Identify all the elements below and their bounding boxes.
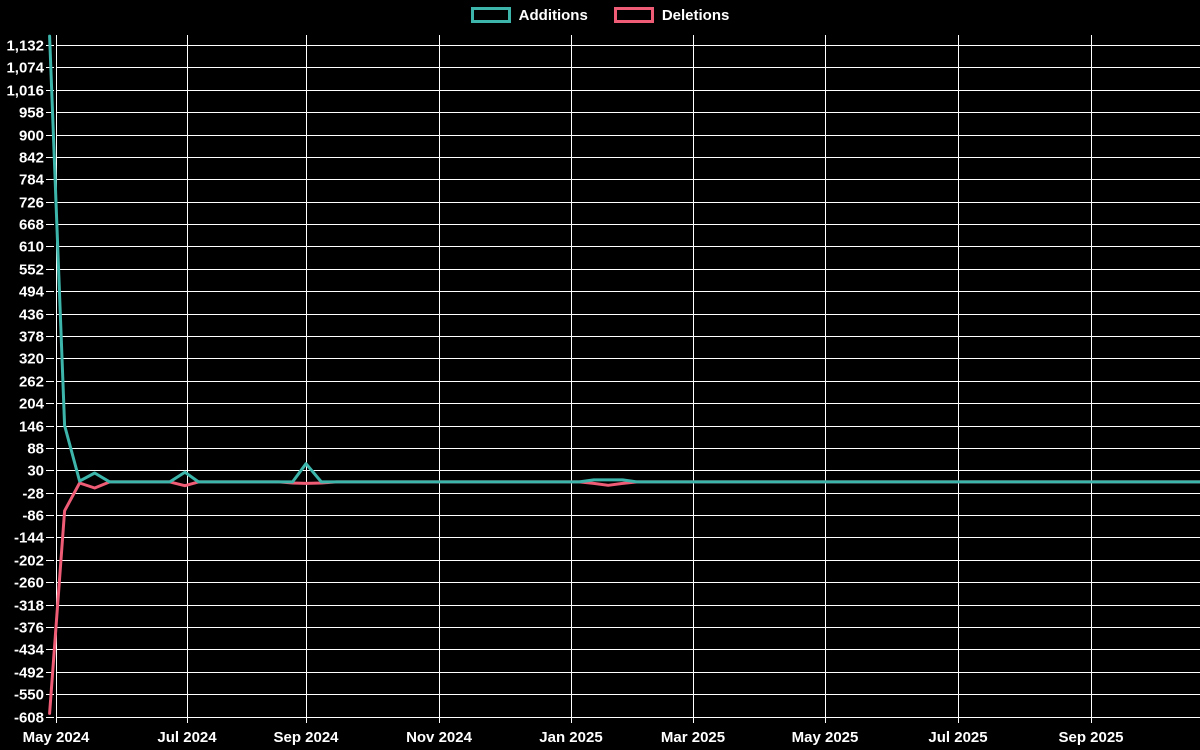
y-tick-label: 668	[19, 217, 44, 234]
y-tick-label: 784	[19, 172, 45, 189]
y-tick-label: 320	[19, 351, 44, 368]
deletions-legend-label: Deletions	[661, 6, 730, 24]
x-tick-labels: May 2024 Jul 2024 Sep 2024 Nov 2024 Jan 2025…	[23, 729, 1124, 746]
y-tick-label: -550	[14, 687, 44, 704]
chart-legend: Additions Deletions	[0, 7, 1200, 23]
y-grid	[46, 45, 1200, 718]
y-tick-label: -28	[22, 486, 44, 503]
y-tick-label: 1,132	[6, 38, 44, 55]
y-tick-label: 552	[19, 262, 44, 279]
legend-item-deletions[interactable]: Deletions	[613, 6, 730, 24]
x-tick-label: Mar 2025	[661, 729, 725, 746]
y-tick-label: -86	[22, 508, 44, 525]
y-tick-label: 494	[19, 284, 45, 301]
additions-line	[48, 34, 1200, 484]
y-tick-label: -260	[14, 575, 44, 592]
y-tick-label: -144	[14, 530, 45, 547]
y-tick-label: 262	[19, 374, 44, 391]
y-tick-labels: 1,132 1,074 1,016 958 900 842 784 726 668 610 552 4…	[6, 38, 44, 727]
y-tick-label: 378	[19, 329, 44, 346]
x-grid	[56, 35, 1092, 723]
y-tick-label: 436	[19, 307, 44, 324]
additions-swatch	[470, 7, 511, 23]
y-tick-label: -318	[14, 598, 44, 615]
x-tick-label: Sep 2025	[1058, 729, 1123, 746]
y-tick-label: -608	[14, 710, 44, 727]
y-tick-label: 88	[27, 441, 44, 458]
x-tick-label: Jul 2025	[928, 729, 987, 746]
x-tick-label: Jan 2025	[539, 729, 602, 746]
x-tick-label: Sep 2024	[273, 729, 339, 746]
y-tick-label: -376	[14, 620, 44, 637]
x-tick-label: Jul 2024	[157, 729, 217, 746]
deletions-line	[48, 480, 1200, 715]
y-tick-label: 842	[19, 150, 44, 167]
y-tick-label: 726	[19, 195, 44, 212]
additions-legend-label: Additions	[518, 6, 588, 24]
x-tick-label: May 2024	[23, 729, 90, 746]
y-tick-label: 610	[19, 239, 44, 256]
y-tick-label: 900	[19, 128, 44, 145]
y-tick-label: -492	[14, 665, 44, 682]
x-tick-label: Nov 2024	[406, 729, 473, 746]
legend-item-additions[interactable]: Additions	[470, 6, 588, 24]
y-tick-label: 958	[19, 105, 44, 122]
y-tick-label: 30	[27, 463, 44, 480]
y-tick-label: -434	[14, 642, 45, 659]
x-tick-label: May 2025	[792, 729, 859, 746]
y-tick-label: 146	[19, 419, 44, 436]
y-tick-label: 1,016	[6, 83, 44, 100]
y-tick-label: 204	[19, 396, 45, 413]
y-tick-label: -202	[14, 553, 44, 570]
y-tick-label: 1,074	[6, 60, 44, 77]
deletions-swatch	[613, 7, 654, 23]
